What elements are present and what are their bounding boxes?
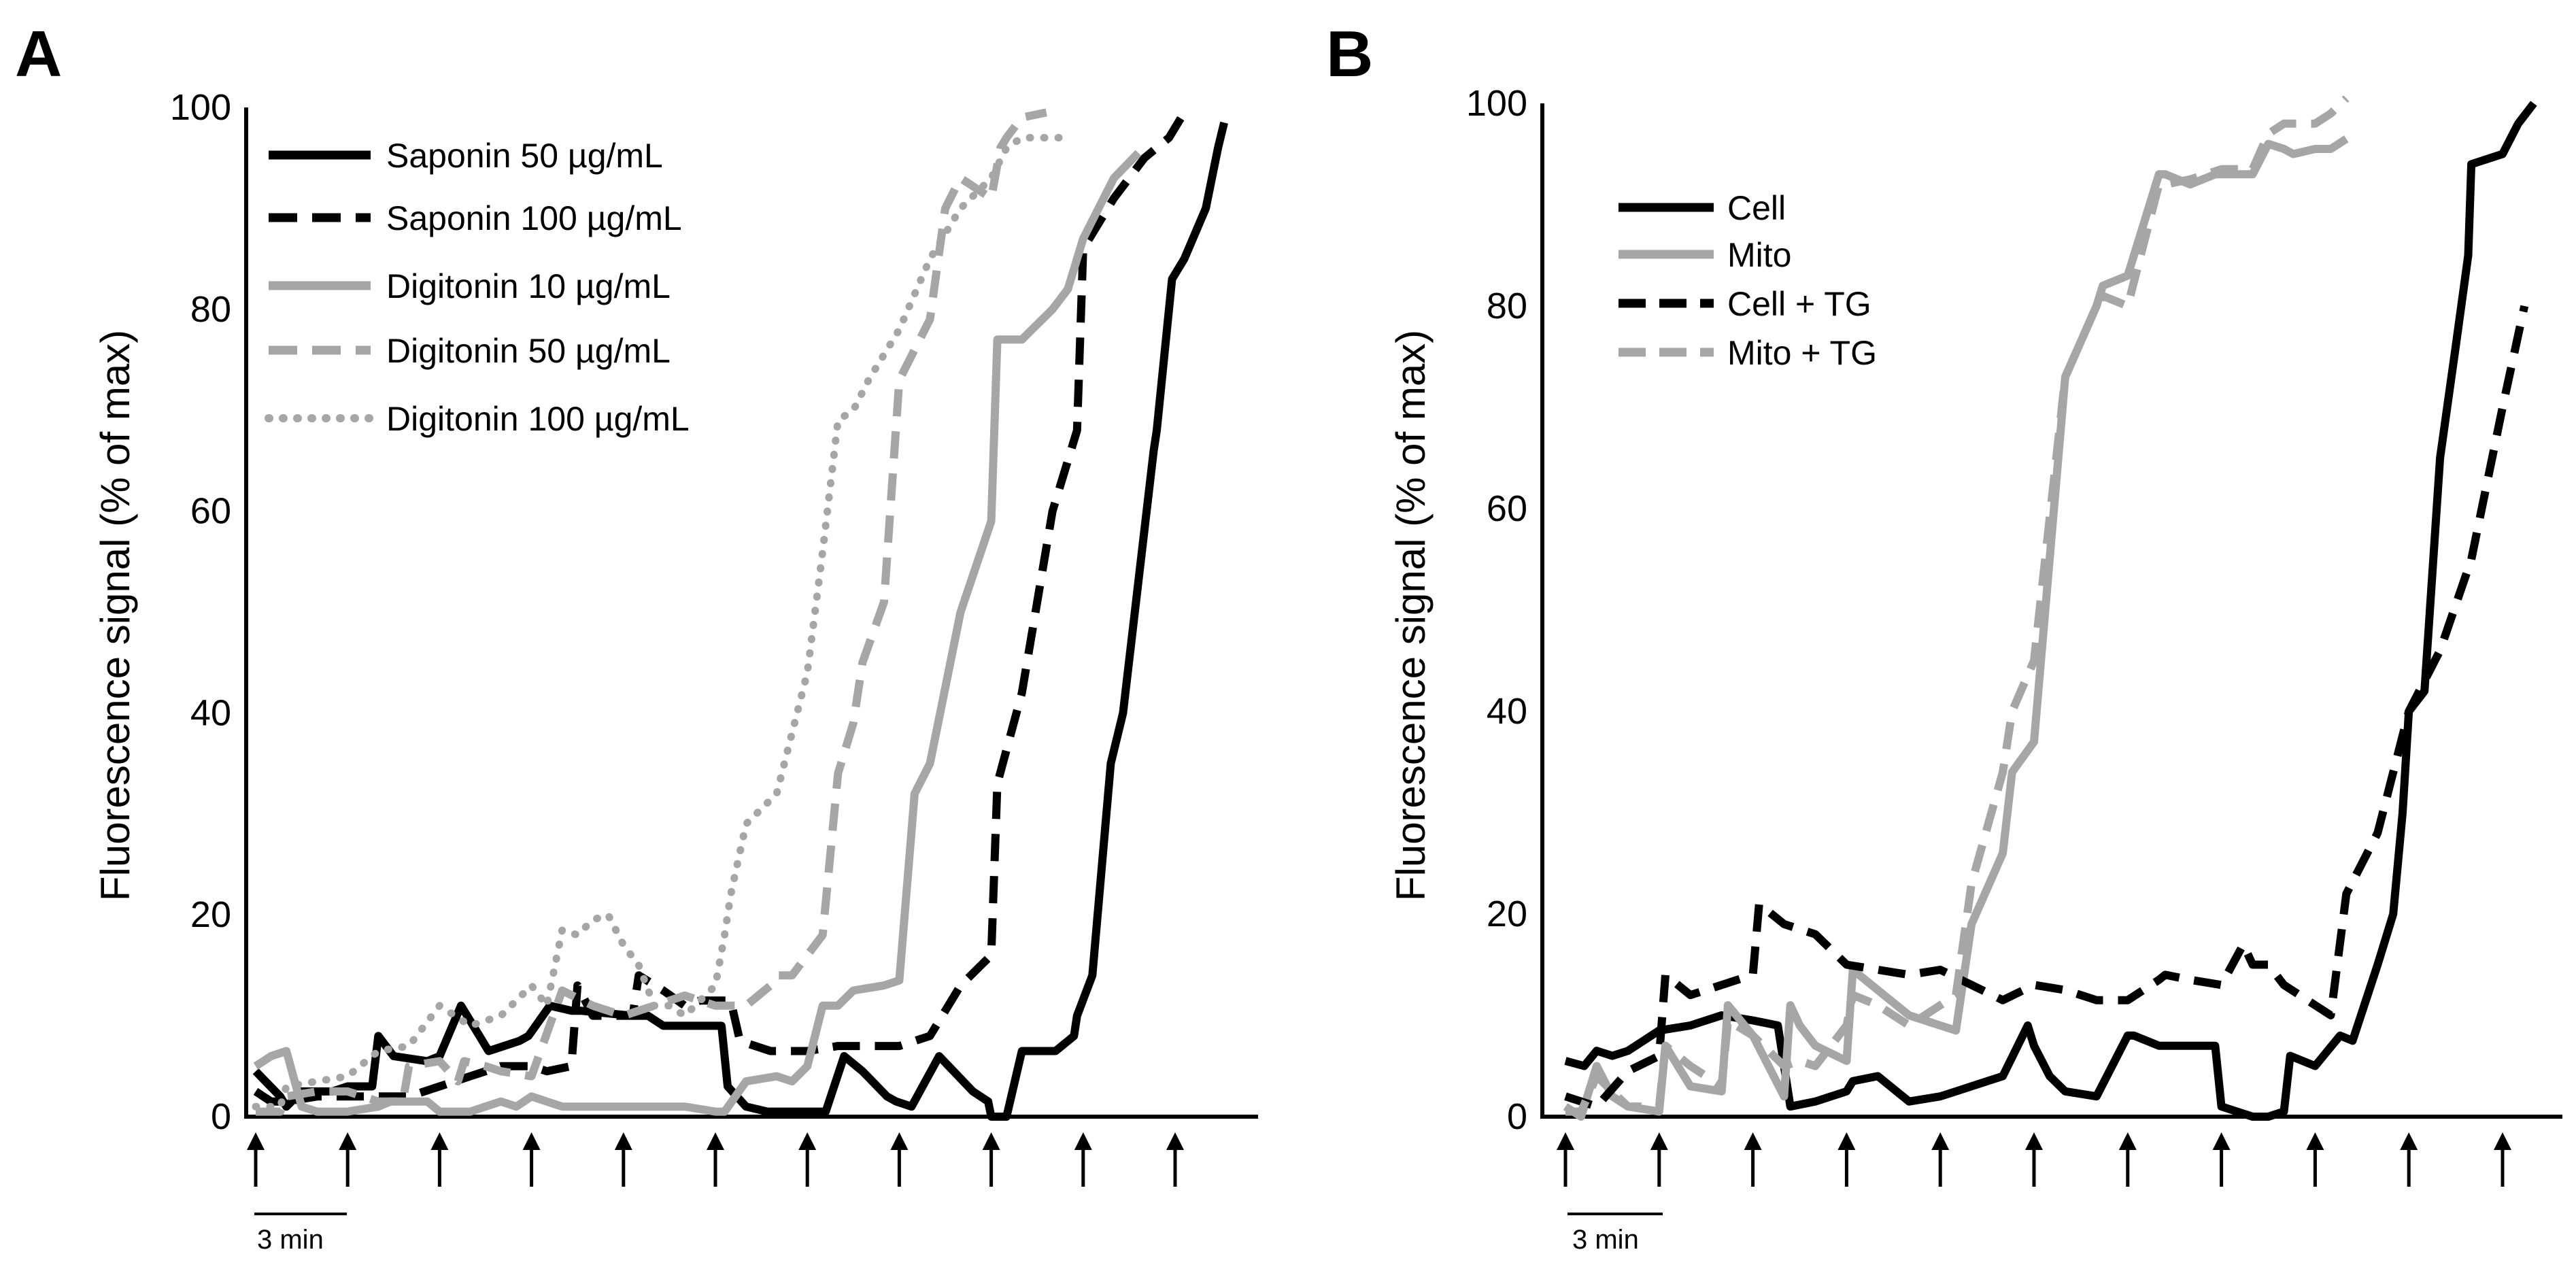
arrow-head <box>2118 1132 2137 1150</box>
arrow-head <box>1744 1132 1762 1150</box>
series-line-digitonin-100-g-ml <box>252 134 1072 1111</box>
arrow-head <box>1650 1132 1668 1150</box>
series-line-mito-tg <box>1565 95 2350 1116</box>
y-ticks: 0 20 40 60 80 100 <box>170 87 231 1137</box>
arrow-head <box>2494 1132 2511 1150</box>
arrow-head <box>2025 1132 2043 1150</box>
arrow-markers <box>1557 1132 2511 1187</box>
scale-bar-label: 3 min <box>1572 1225 1639 1255</box>
y-tick-label: 20 <box>190 894 231 935</box>
y-tick-label: 100 <box>1466 83 1527 124</box>
legend-label-digitonin-50: Digitonin 50 µg/mL <box>386 332 671 370</box>
y-tick-label: 80 <box>190 289 231 330</box>
series-line-cell-tg <box>1564 305 2529 1111</box>
y-tick-label: 40 <box>1487 691 1527 732</box>
arrow-head <box>798 1132 817 1150</box>
panel-label-a: A <box>15 18 62 90</box>
y-tick-label: 40 <box>190 692 231 733</box>
arrow-head <box>522 1132 541 1150</box>
legend: Cell Mito Cell + TG Mito + TG <box>1619 189 1877 372</box>
legend-label-digitonin-10: Digitonin 10 µg/mL <box>386 267 671 305</box>
y-tick-label: 0 <box>1507 1096 1527 1137</box>
panel-a: A Fluorescence signal (% of max) 0 20 40 60… <box>15 18 1258 1255</box>
series-layer <box>252 105 1228 1121</box>
panel-b: B Fluorescence signal (% of max) 0 20 40 60… <box>1326 18 2562 1255</box>
panel-label-b: B <box>1326 18 1373 90</box>
legend-label-saponin-50: Saponin 50 µg/mL <box>386 137 663 175</box>
legend-label-saponin-100: Saponin 100 µg/mL <box>386 199 682 237</box>
arrow-head <box>2212 1132 2231 1150</box>
arrow-head <box>339 1132 357 1150</box>
legend-label-cell-tg: Cell + TG <box>1727 285 1871 323</box>
series-line-digitonin-50-g-ml <box>256 108 1047 1116</box>
legend-label-mito: Mito <box>1727 236 1791 274</box>
arrow-head <box>1166 1132 1184 1150</box>
arrow-head <box>707 1132 724 1150</box>
arrow-head <box>982 1132 1000 1150</box>
y-tick-label: 60 <box>190 491 231 532</box>
arrow-head <box>430 1132 449 1150</box>
y-axis-label: Fluorescence signal (% of max) <box>92 330 138 901</box>
arrow-head <box>2306 1132 2324 1150</box>
y-tick-label: 80 <box>1487 286 1527 326</box>
y-tick-label: 0 <box>211 1096 231 1137</box>
series-line-mito <box>1563 135 2349 1121</box>
arrow-head <box>1931 1132 1950 1150</box>
arrow-head <box>614 1132 632 1150</box>
legend-label-mito-tg: Mito + TG <box>1727 334 1877 372</box>
legend-label-digitonin-100: Digitonin 100 µg/mL <box>386 400 690 438</box>
arrow-head <box>1837 1132 1856 1150</box>
y-tick-label: 20 <box>1487 894 1527 934</box>
arrow-markers <box>247 1132 1184 1187</box>
series-line-saponin-50-g-ml <box>252 121 1228 1121</box>
series-layer <box>1563 95 2537 1121</box>
series-line-cell <box>1564 101 2537 1121</box>
arrow-head <box>1074 1132 1092 1150</box>
arrow-head <box>1557 1132 1574 1150</box>
legend-label-cell: Cell <box>1727 189 1786 227</box>
scale-bar-label: 3 min <box>257 1225 324 1255</box>
arrow-head <box>890 1132 909 1150</box>
arrow-head <box>247 1132 265 1150</box>
y-axis-label: Fluorescence signal (% of max) <box>1388 330 1434 901</box>
arrow-head <box>2400 1132 2418 1150</box>
legend: Saponin 50 µg/mL Saponin 100 µg/mL Digit… <box>265 137 690 438</box>
y-tick-label: 100 <box>170 87 231 128</box>
y-tick-label: 60 <box>1487 488 1527 529</box>
y-ticks: 0 20 40 60 80 100 <box>1466 83 1527 1137</box>
